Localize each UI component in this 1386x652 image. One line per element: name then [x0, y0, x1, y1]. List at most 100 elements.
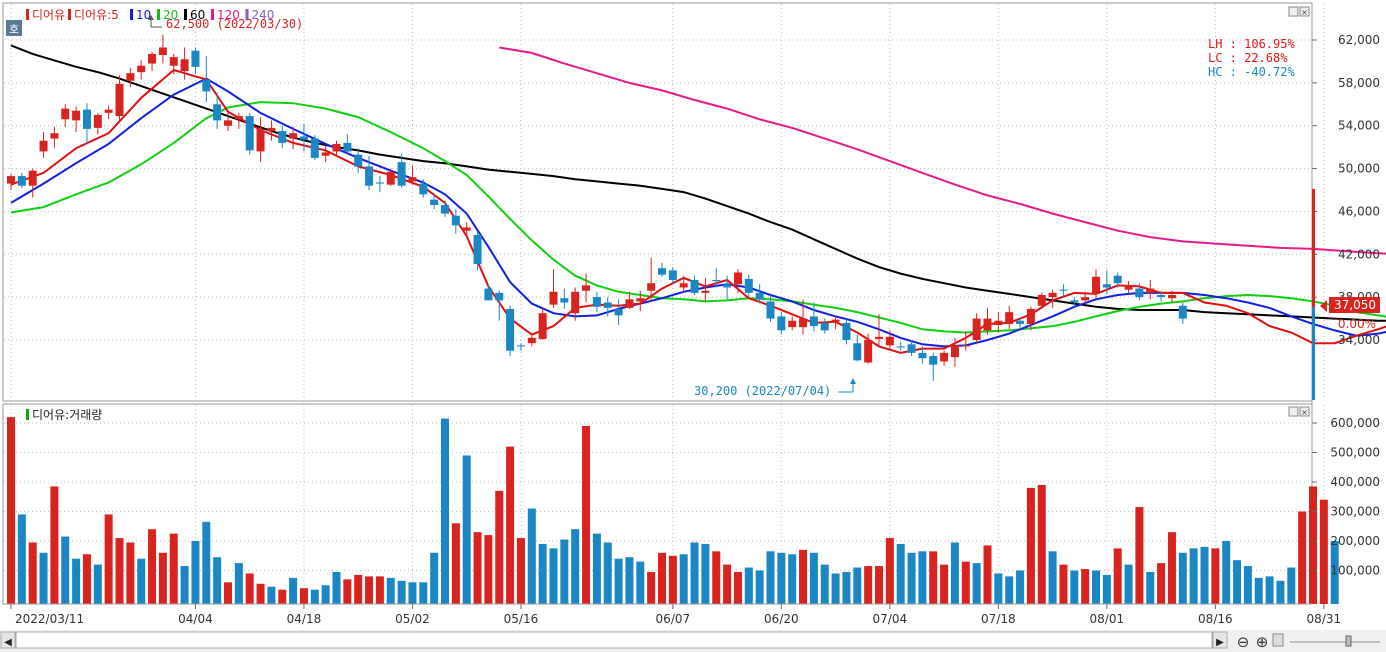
candle-body: [148, 53, 157, 64]
volume-bar: [1016, 570, 1025, 604]
candle-body: [332, 143, 341, 152]
volume-bar: [733, 571, 742, 604]
volume-bar: [1178, 552, 1187, 604]
ma60-line: [10, 44, 1386, 322]
volume-bar: [1189, 548, 1198, 604]
scroll-track[interactable]: [15, 631, 1213, 649]
candle-body: [1026, 308, 1035, 324]
candle-body: [940, 352, 949, 362]
volume-bar: [1092, 570, 1100, 604]
candle-body: [972, 318, 981, 340]
price-tick-label: 34,000: [1338, 333, 1380, 347]
candle-body: [1092, 276, 1100, 294]
volume-bar: [126, 542, 135, 604]
scroll-right-button[interactable]: [1212, 631, 1228, 649]
volume-bar: [169, 533, 178, 604]
date-tick-label: 08/31: [1307, 612, 1342, 626]
candle-body: [158, 47, 167, 55]
volume-bar: [82, 554, 91, 604]
volume-bar: [723, 564, 732, 604]
legend-label: 20: [163, 8, 178, 22]
candle-body: [777, 316, 786, 331]
candle-body: [397, 162, 406, 186]
volume-panel-window-buttons[interactable]: ×: [1288, 406, 1310, 417]
candle-body: [896, 346, 905, 348]
volume-bar: [408, 582, 417, 604]
candle-body: [592, 297, 601, 307]
candle-body: [1102, 284, 1111, 288]
volume-bar: [473, 532, 482, 604]
candle-body: [918, 352, 927, 359]
volume-bar: [321, 585, 330, 604]
volume-bar: [538, 543, 547, 604]
date-tick-label: 07/04: [873, 612, 908, 626]
legend-label: 120: [217, 8, 240, 22]
legend-label: 60: [190, 8, 205, 22]
candle-body: [994, 320, 1003, 325]
scroll-left-button[interactable]: [0, 631, 16, 649]
zoom-out-icon[interactable]: ⊖: [1237, 633, 1250, 651]
scroll-left-arrow: ◀: [4, 637, 12, 648]
volume-bar: [1167, 532, 1176, 604]
date-tick-label: 07/18: [981, 612, 1016, 626]
candle-body: [61, 108, 70, 120]
horizontal-scrollbar[interactable]: ◀ ▶ ⊖ ⊕: [0, 630, 1386, 652]
candle-body: [462, 227, 471, 231]
candle-body: [72, 110, 81, 121]
candle-body: [560, 298, 569, 303]
legend-swatch: [26, 9, 29, 20]
price-range-bar-down: [1312, 307, 1315, 400]
candle-body: [647, 283, 656, 291]
candle-body: [299, 136, 308, 140]
volume-bar: [1243, 566, 1252, 604]
volume-bar: [679, 554, 688, 604]
volume-bar: [701, 543, 710, 604]
volume-bar: [1026, 487, 1035, 604]
candle-body: [658, 268, 666, 275]
price-panel-window-buttons[interactable]: ×: [1288, 6, 1310, 17]
volume-bar: [28, 542, 37, 604]
candle-body: [278, 131, 287, 143]
price-tick-label: 50,000: [1338, 162, 1380, 176]
candle-body: [256, 128, 265, 152]
volume-bar: [1037, 484, 1046, 604]
volume-bar: [972, 563, 981, 604]
volume-bar: [462, 455, 471, 604]
candle-body: [321, 152, 330, 156]
candle-body: [842, 322, 851, 340]
price-legend: 디어유 디어유:5 10 20 60 120 240: [26, 8, 274, 22]
volume-bar: [245, 573, 254, 604]
stat-lh: LH : 106.95%: [1208, 37, 1295, 51]
volume-bar: [289, 577, 298, 604]
volume-bar: [299, 588, 308, 604]
zoom-slider-handle[interactable]: [1345, 635, 1352, 647]
candle-body: [690, 280, 699, 293]
candle-body: [375, 182, 384, 184]
candle-body: [137, 65, 146, 73]
candle-body: [343, 142, 352, 152]
legend-swatch: [130, 9, 133, 20]
candle-body: [1178, 305, 1187, 319]
volume-bar: [72, 558, 81, 604]
candle-body: [1146, 288, 1155, 293]
volume-bar: [267, 586, 276, 604]
legend-swatch: [157, 9, 160, 20]
date-tick-label: 05/02: [395, 612, 430, 626]
current-price-label: 37,050: [1334, 298, 1376, 312]
candle-body: [961, 345, 970, 347]
zoom-in-icon[interactable]: ⊕: [1256, 633, 1269, 651]
volume-bar: [1081, 569, 1090, 604]
zoom-reset-button[interactable]: [1272, 633, 1284, 647]
volume-bar: [842, 571, 851, 604]
candle-body: [310, 138, 319, 158]
candle-body: [614, 308, 623, 316]
candle-body: [1059, 289, 1068, 291]
volume-bar: [50, 486, 59, 604]
scroll-right-arrow: ▶: [1216, 637, 1224, 648]
volume-bar: [17, 514, 26, 604]
date-tick-label: 04/18: [287, 612, 322, 626]
corner-badge[interactable]: [6, 20, 22, 36]
volume-bar: [592, 533, 601, 604]
candle-body: [408, 177, 417, 182]
